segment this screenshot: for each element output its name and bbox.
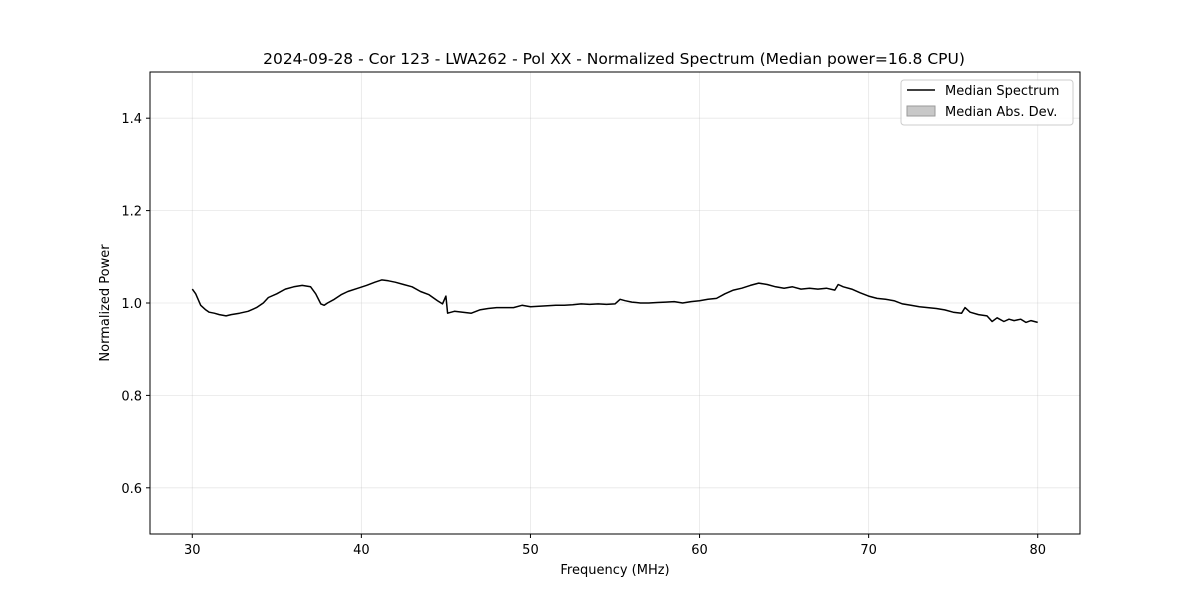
median-spectrum-line — [191, 279, 1038, 324]
legend-box — [900, 79, 1074, 126]
chart-title: 2024-09-28 - Cor 123 - LWA262 - Pol XX -… — [263, 50, 965, 68]
y-axis: 0.6 0.8 1.0 1.2 1.4 — [121, 112, 150, 497]
y-tick-label: 1.0 — [121, 297, 142, 312]
y-tick-label: 0.8 — [121, 389, 142, 404]
x-tick-label: 50 — [522, 543, 539, 558]
legend-median-abs-dev-label: Median Abs. Dev. — [945, 105, 1057, 120]
x-tick-label: 70 — [860, 543, 877, 558]
x-tick-label: 60 — [691, 543, 708, 558]
plot-area — [191, 279, 1038, 324]
y-tick-label: 1.4 — [121, 112, 142, 127]
legend: Median Spectrum Median Abs. Dev. — [900, 79, 1074, 126]
x-axis: 30 40 50 60 70 80 — [184, 534, 1046, 558]
y-tick-label: 0.6 — [121, 482, 142, 497]
legend-median-abs-dev-swatch — [906, 105, 936, 117]
x-tick-label: 40 — [353, 543, 370, 558]
x-tick-label: 80 — [1029, 543, 1046, 558]
y-tick-label: 1.2 — [121, 205, 142, 220]
x-axis-label: Frequency (MHz) — [560, 563, 669, 578]
y-axis-label: Normalized Power — [98, 244, 113, 362]
x-tick-label: 30 — [184, 543, 201, 558]
legend-median-spectrum-label: Median Spectrum — [945, 84, 1059, 99]
